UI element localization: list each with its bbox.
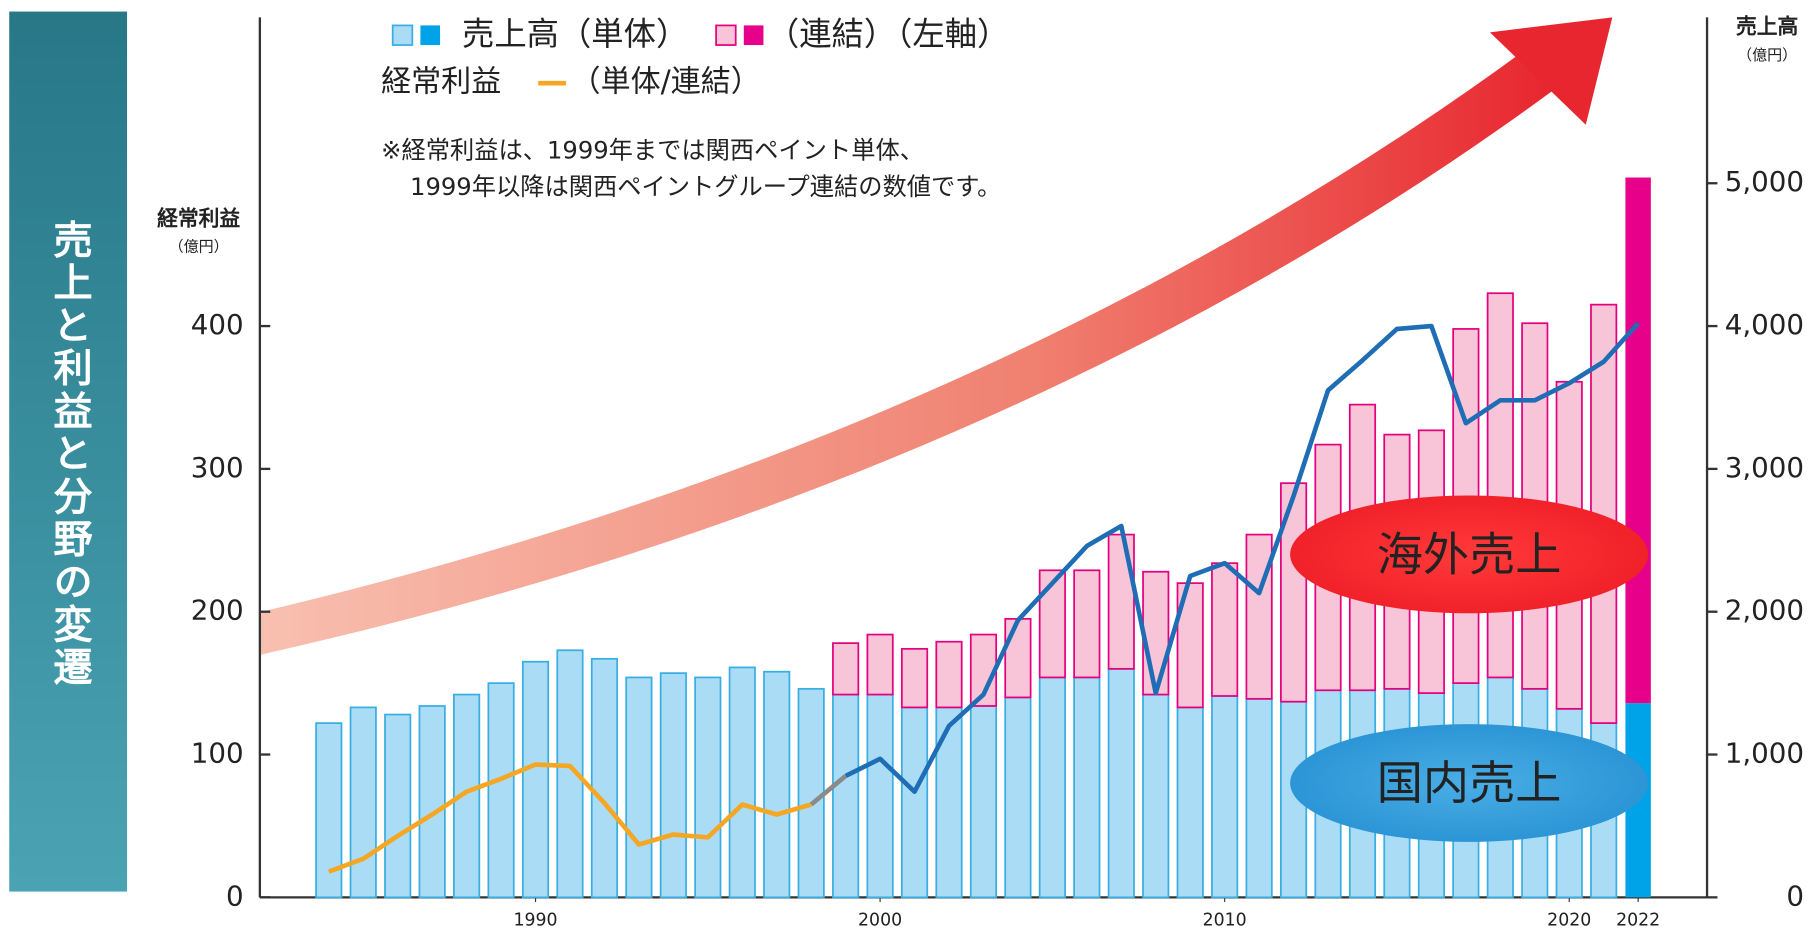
side-panel xyxy=(9,11,128,892)
bar xyxy=(900,706,929,899)
region-label: 国内売上 xyxy=(1377,756,1562,810)
profit-connector xyxy=(809,774,848,807)
y2-tick-label: 2,000 xyxy=(1725,594,1804,627)
x-tick-label: 2022 xyxy=(1616,910,1660,930)
bar xyxy=(590,657,619,899)
bar xyxy=(521,660,550,899)
y2-axis-unit: （億円） xyxy=(1737,46,1797,64)
bar xyxy=(1107,667,1135,899)
bar xyxy=(1004,617,1032,699)
y2-tick-label: 4,000 xyxy=(1725,308,1804,341)
y2-tick-label: 0 xyxy=(1786,879,1804,912)
bar xyxy=(1176,706,1204,899)
profit-line xyxy=(327,762,812,874)
bar xyxy=(1486,292,1514,679)
bar xyxy=(1107,533,1135,670)
bar xyxy=(487,682,515,899)
legend-label: 経常利益 xyxy=(381,65,501,100)
y-tick-label: 400 xyxy=(191,308,244,341)
x-tick-label: 2000 xyxy=(858,910,902,930)
bar xyxy=(556,649,584,899)
bar xyxy=(1142,693,1170,899)
x-tick-label: 2010 xyxy=(1203,910,1247,930)
legend-swatch xyxy=(743,25,764,46)
bar xyxy=(763,670,791,899)
region-label: 海外売上 xyxy=(1377,527,1562,581)
note: 1999年以降は関西ペイントグループ連結の数値です。 xyxy=(410,172,1001,201)
bar xyxy=(418,705,446,899)
growth-arrow xyxy=(259,51,1554,655)
bar xyxy=(1245,533,1273,700)
bar xyxy=(694,676,722,899)
profit-line xyxy=(844,321,1640,794)
bar xyxy=(659,672,687,899)
y2-axis-label: 売上高 xyxy=(1736,15,1798,39)
bar xyxy=(1038,676,1066,899)
bar xyxy=(900,647,929,709)
legend-swatch xyxy=(391,24,414,46)
bar xyxy=(728,666,756,899)
bar xyxy=(935,640,963,709)
overseas-region xyxy=(1290,495,1649,614)
bar xyxy=(1211,695,1239,899)
side-title: 売上と利益と分野の変遷 xyxy=(46,219,92,689)
y2-tick-label: 1,000 xyxy=(1725,737,1804,770)
bar xyxy=(832,642,860,696)
bar xyxy=(832,693,860,899)
x-tick-label: 2020 xyxy=(1547,910,1591,930)
bar xyxy=(349,706,377,899)
y-tick-label: 200 xyxy=(191,594,244,627)
x-tick-label: 1990 xyxy=(513,910,557,930)
bar xyxy=(969,705,998,899)
bar xyxy=(1211,562,1239,697)
domestic-region xyxy=(1290,724,1649,842)
legend-swatch xyxy=(715,24,737,46)
bar xyxy=(1245,697,1273,899)
bar xyxy=(1073,676,1101,899)
bar xyxy=(1142,570,1170,696)
y2-tick-label: 5,000 xyxy=(1725,165,1804,198)
y-tick-label: 300 xyxy=(191,451,244,484)
note: ※経常利益は、1999年までは関西ペイント単体、 xyxy=(381,135,924,164)
y2-tick-label: 3,000 xyxy=(1725,451,1804,484)
legend-label: （連結）（左軸） xyxy=(767,15,1009,53)
bar xyxy=(797,687,825,899)
bar xyxy=(866,633,894,696)
bar xyxy=(384,713,412,899)
bar xyxy=(866,693,894,899)
legend-swatch xyxy=(420,25,441,46)
y-axis-label: 経常利益 xyxy=(157,206,240,230)
y-axis-unit: （億円） xyxy=(169,238,229,256)
bar xyxy=(1073,569,1101,679)
arrow-head xyxy=(1489,17,1613,125)
bar xyxy=(935,706,963,899)
legend-label: 売上高（単体） xyxy=(462,15,688,53)
bar xyxy=(1004,696,1032,899)
bar xyxy=(1625,177,1651,704)
bar xyxy=(1038,569,1066,679)
y-tick-label: 0 xyxy=(226,879,244,912)
legend-label: （単体/連結） xyxy=(571,65,761,100)
bar xyxy=(625,676,653,899)
y-tick-label: 100 xyxy=(191,737,244,770)
